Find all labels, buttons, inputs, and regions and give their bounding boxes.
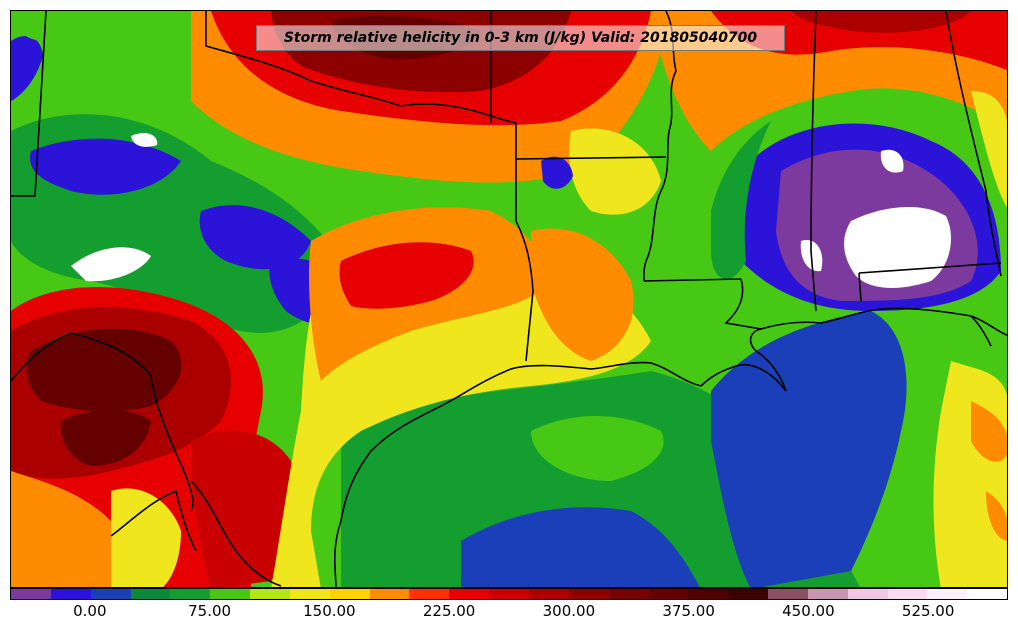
- field-orange-louisiana: [531, 228, 634, 361]
- field-yellow-arkansas: [569, 128, 661, 215]
- field-blue-west: [30, 138, 182, 195]
- field-orange-east: [971, 401, 1007, 462]
- map-panel: Storm relative helicity in 0-3 km (J/kg)…: [10, 10, 1008, 588]
- colorbar-segment: [329, 589, 370, 599]
- colorbar-segment: [489, 589, 529, 599]
- border-texas-oklahoma: [205, 11, 517, 124]
- colorbar-segment: [528, 589, 569, 599]
- colorbar-segment: [807, 589, 848, 599]
- colorbar-segment: [608, 589, 649, 599]
- colorbar: [10, 588, 1008, 600]
- colorbar-segment: [648, 589, 689, 599]
- field-yellow-southwest: [111, 488, 181, 587]
- field-white-southeast2: [880, 149, 904, 173]
- colorbar-segment: [728, 589, 769, 599]
- border-florida-west: [858, 272, 862, 302]
- coast-florida-west: [970, 315, 992, 347]
- border-arkansas-north: [515, 156, 667, 160]
- colorbar-segment: [170, 589, 211, 599]
- border-rio-grande: [190, 480, 282, 587]
- border-mississippi-alabama: [810, 11, 817, 312]
- map-title: Storm relative helicity in 0-3 km (J/kg)…: [283, 30, 758, 46]
- field-white-southeast: [844, 206, 951, 288]
- field-maroon-southwest: [26, 328, 182, 412]
- colorbar-segment: [967, 589, 1008, 599]
- colorbar-tick-label: 450.00: [782, 602, 835, 620]
- colorbar-segment: [409, 589, 450, 599]
- colorbar-tick-labels: 0.00 75.00 150.00 225.00 300.00 375.00 450.00 5…: [10, 602, 1008, 624]
- colorbar-segment: [90, 589, 131, 599]
- field-darkred-northeast: [791, 11, 971, 33]
- field-orange-east2: [986, 491, 1007, 541]
- field-yellow-northeast: [971, 91, 1007, 208]
- field-red-central: [339, 242, 474, 309]
- border-new-mexico: [11, 332, 194, 512]
- colorbar-tick-label: 75.00: [188, 602, 232, 620]
- colorbar-tick-label: 0.00: [73, 602, 107, 620]
- field-white-west2: [131, 132, 158, 147]
- border-louisiana-north: [643, 278, 742, 282]
- colorbar-segment: [289, 589, 330, 599]
- border-florida-north: [858, 262, 1002, 274]
- coast-mississippi-alabama: [760, 307, 1007, 336]
- colorbar-segment: [768, 589, 808, 599]
- field-blue-west2: [199, 205, 311, 270]
- field-darkgreen-east: [711, 121, 771, 280]
- colorbar-segment: [250, 589, 290, 599]
- colorbar-tick-label: 300.00: [542, 602, 596, 620]
- field-maroon-southwest2: [60, 409, 151, 466]
- border-louisiana-east: [724, 278, 762, 330]
- colorbar-segment: [11, 589, 51, 599]
- colorbar-segment: [887, 589, 928, 599]
- border-mexico-inner: [110, 489, 197, 552]
- field-blue-gulf-east: [711, 311, 907, 587]
- colorbar-tick-label: 375.00: [662, 602, 715, 620]
- field-white-west: [71, 247, 151, 282]
- coast-louisiana: [700, 328, 787, 392]
- border-mississippi-river: [643, 11, 677, 282]
- field-blue-arkansas: [541, 156, 573, 189]
- colorbar-segment: [50, 589, 91, 599]
- field-yellow-east: [933, 361, 1007, 587]
- map-title-box: Storm relative helicity in 0-3 km (J/kg)…: [256, 25, 785, 51]
- colorbar-segment: [568, 589, 609, 599]
- colorbar-segment: [449, 589, 490, 599]
- field-blue-northwest: [11, 36, 43, 101]
- helicity-map: [11, 11, 1007, 587]
- colorbar-segment: [927, 589, 968, 599]
- coast-texas-gulf: [333, 361, 702, 587]
- field-orange-southwest: [11, 471, 119, 587]
- field-blue-gulf-south: [461, 507, 700, 587]
- colorbar-segment: [688, 589, 729, 599]
- field-green-northwest: [11, 11, 91, 41]
- border-panhandle-west: [11, 11, 47, 197]
- colorbar-segment: [210, 589, 251, 599]
- colorbar-segment: [847, 589, 888, 599]
- colorbar-tick-label: 225.00: [422, 602, 476, 620]
- border-texas-louisiana: [515, 220, 534, 362]
- colorbar-tick-label: 150.00: [303, 602, 356, 620]
- political-borders: [11, 11, 1007, 587]
- field-green-gulf-inner: [531, 416, 664, 481]
- border-alabama-georgia: [945, 11, 1002, 277]
- colorbar-segment: [369, 589, 410, 599]
- colorbar-tick-label: 525.00: [901, 602, 955, 620]
- field-darkred-south-tx: [191, 430, 295, 587]
- colorbar-segment: [130, 589, 171, 599]
